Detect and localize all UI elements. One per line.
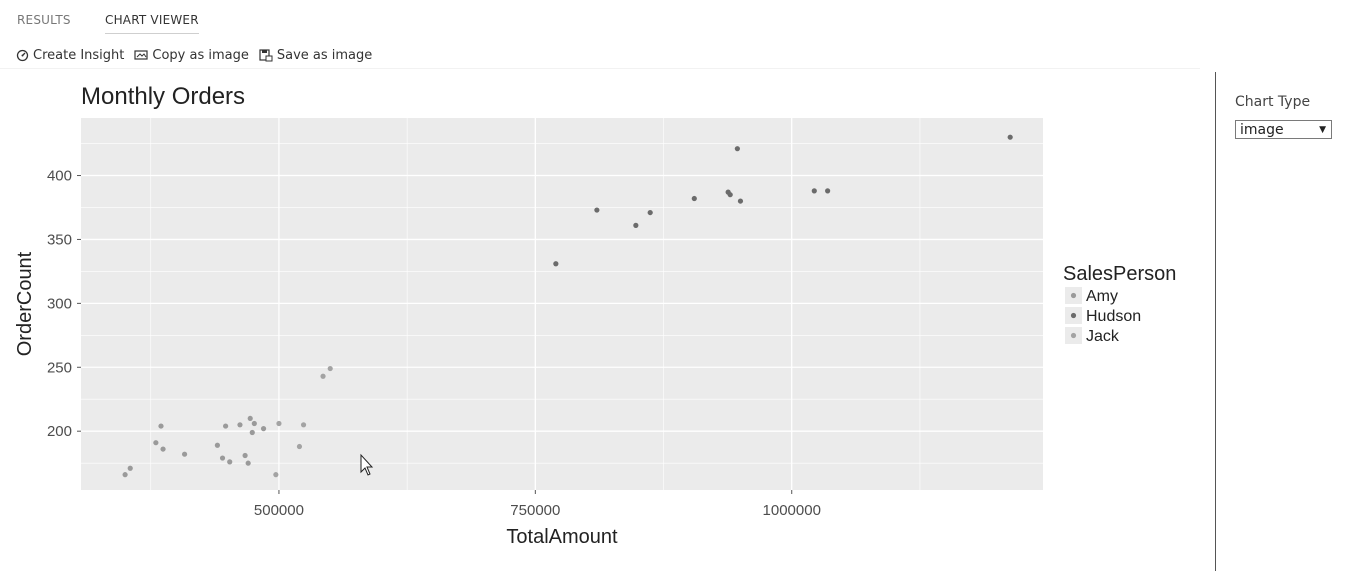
data-point-jack — [273, 472, 279, 478]
chart-settings-panel: Chart Type image ▼ — [1235, 94, 1332, 139]
y-tick-label: 400 — [47, 168, 72, 185]
y-tick-label: 300 — [47, 295, 72, 312]
legend-label-amy: Amy — [1086, 288, 1118, 305]
data-point-hudson — [1007, 134, 1013, 140]
data-point-amy — [260, 426, 267, 432]
y-tick-label: 350 — [47, 231, 72, 248]
data-point-hudson — [633, 222, 639, 228]
y-axis-label: OrderCount — [14, 251, 36, 356]
tab-chart-viewer[interactable]: CHART VIEWER — [105, 13, 199, 34]
save-as-image-label: Save as image — [276, 47, 373, 63]
chart-toolbar: Create Insight Copy as image Save as ima… — [16, 45, 372, 65]
copy-as-image-button[interactable]: Copy as image — [134, 47, 249, 63]
data-point-amy — [127, 465, 133, 471]
y-tick-label: 250 — [47, 359, 72, 376]
x-tick-label: 500000 — [254, 502, 304, 519]
legend-label-hudson: Hudson — [1086, 308, 1141, 325]
data-point-amy — [247, 415, 253, 422]
data-point-amy — [249, 429, 255, 436]
legend-key-point — [1070, 332, 1077, 339]
data-point-amy — [214, 442, 221, 448]
data-point-amy — [245, 460, 251, 466]
tab-bar: RESULTS CHART VIEWER — [0, 0, 1200, 36]
data-point-jack — [276, 420, 282, 427]
data-point-amy — [242, 452, 248, 459]
data-point-amy — [219, 455, 226, 461]
chart-type-select[interactable]: image ▼ — [1235, 120, 1332, 139]
data-point-amy — [181, 451, 188, 457]
data-point-hudson — [811, 188, 817, 194]
create-insight-label: Create Insight — [33, 47, 125, 63]
legend-label-jack: Jack — [1086, 328, 1120, 345]
y-tick-label: 200 — [47, 423, 72, 440]
panel-divider — [1215, 72, 1216, 571]
data-point-hudson — [691, 195, 697, 202]
data-point-amy — [160, 446, 166, 452]
x-tick-label: 750000 — [510, 502, 560, 519]
data-point-hudson — [734, 146, 740, 152]
data-point-jack — [320, 373, 326, 379]
chart-type-label: Chart Type — [1235, 94, 1311, 110]
data-point-hudson — [647, 209, 653, 216]
legend-key-point — [1070, 312, 1077, 319]
data-point-amy — [251, 420, 257, 427]
chart-type-value: image — [1240, 122, 1284, 138]
data-point-hudson — [727, 192, 733, 198]
data-point-amy — [158, 423, 164, 429]
scatter-chart: 500000 750000 1000000 200 250 300 350 400 Monthl… — [14, 83, 1176, 548]
data-point-hudson — [737, 198, 744, 204]
legend-title: SalesPerson — [1063, 263, 1176, 285]
legend-key-point — [1070, 292, 1077, 299]
insight-icon — [16, 49, 29, 62]
data-point-jack — [327, 365, 333, 372]
save-image-icon — [259, 48, 273, 62]
data-point-amy — [122, 472, 128, 478]
save-as-image-button[interactable]: Save as image — [259, 48, 372, 63]
x-tick-label: 1000000 — [763, 502, 821, 519]
tab-results[interactable]: RESULTS — [17, 13, 71, 27]
data-point-amy — [153, 440, 159, 446]
data-point-hudson — [553, 261, 559, 267]
create-insight-button[interactable]: Create Insight — [16, 48, 124, 63]
data-point-amy — [227, 459, 233, 465]
chevron-down-icon: ▼ — [1319, 125, 1326, 135]
chart-title: Monthly Orders — [81, 83, 245, 110]
data-point-jack — [300, 422, 307, 428]
x-axis-label: TotalAmount — [506, 526, 618, 548]
data-point-hudson — [825, 188, 831, 194]
data-point-jack — [296, 443, 303, 450]
copy-as-image-label: Copy as image — [152, 47, 249, 63]
mouse-cursor-icon — [360, 453, 374, 476]
data-point-amy — [237, 422, 243, 428]
data-point-hudson — [594, 207, 600, 213]
copy-image-icon — [134, 49, 148, 61]
data-point-amy — [223, 423, 229, 429]
toolbar-divider — [0, 68, 1200, 69]
